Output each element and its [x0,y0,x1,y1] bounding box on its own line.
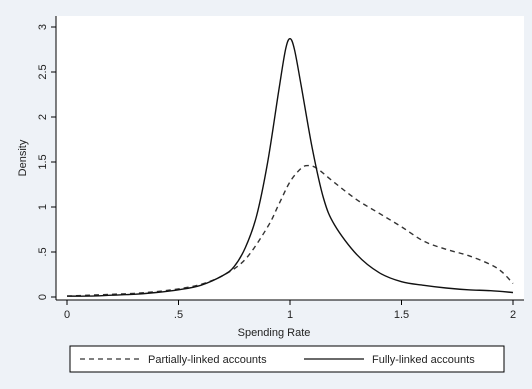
y-tick-label: 2.5 [37,64,49,79]
legend-label-fully-linked: Fully-linked accounts [372,354,475,366]
y-axis: 0 .5 1 1.5 2 2.5 3 [37,16,57,300]
x-axis: 0 .5 1 1.5 2 [56,299,524,321]
y-tick-label: 1 [37,204,49,210]
x-tick-label: 1 [287,309,293,321]
series-layer [66,38,514,297]
y-axis-title: Density [17,139,29,176]
legend: Partially-linked accounts Fully-linked a… [69,345,505,373]
legend-box [69,345,505,373]
y-tick-label: 1.5 [37,154,49,169]
x-tick-label: 1.5 [394,309,409,321]
series-line-fully-linked [66,38,514,297]
series-line-partially-linked [66,164,514,297]
x-tick-label: 2 [510,309,516,321]
x-tick-label: 0 [64,309,70,321]
y-tick-label: 3 [37,24,49,30]
y-tick-label: 0 [37,294,49,300]
y-tick-label: 2 [37,114,49,120]
plot-area [56,16,524,300]
x-tick-label: .5 [174,309,183,321]
x-axis-title: Spending Rate [238,327,311,339]
y-tick-label: .5 [37,247,49,256]
legend-label-partially-linked: Partially-linked accounts [148,354,267,366]
